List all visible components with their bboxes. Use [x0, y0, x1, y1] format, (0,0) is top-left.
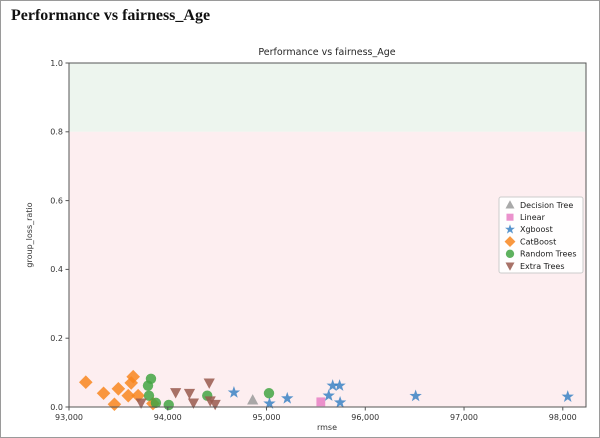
data-point-xgboost [326, 379, 339, 391]
data-point-catboost [107, 397, 122, 412]
data-point-xgboost [409, 389, 422, 402]
legend-marker-star-icon [505, 224, 515, 234]
x-tick-label: 94,000 [154, 413, 182, 422]
data-point-random-trees [163, 399, 174, 411]
data-point-linear [316, 397, 326, 407]
legend-marker-diamond-icon [504, 236, 516, 248]
legend-marker-triangle-up-icon [505, 200, 515, 209]
legend-marker-triangle-down-icon [505, 262, 515, 271]
x-tick-label: 93,000 [55, 413, 83, 422]
data-point-random-trees [145, 373, 157, 384]
x-tick-label: 95,000 [253, 413, 281, 422]
data-point-decision-tree [247, 394, 259, 405]
x-axis-ticks: 93,000 94,000 95,000 96,000 97,000 98,000 [55, 407, 577, 422]
data-point-xgboost [263, 397, 276, 409]
legend-box [498, 196, 584, 274]
y-tick-label: 0.8 [50, 128, 63, 137]
data-point-catboost [78, 375, 93, 390]
data-point-xgboost [333, 379, 346, 391]
data-point-catboost [96, 386, 111, 401]
y-tick-label: 0.6 [50, 196, 63, 205]
data-point-random-trees [150, 397, 162, 409]
data-point-extra-trees [135, 398, 147, 409]
x-tick-label: 96,000 [351, 413, 379, 422]
plot-zones [69, 63, 586, 408]
legend-item-label: Decision Tree [520, 201, 573, 210]
data-point-xgboost [561, 390, 574, 402]
plot-frame [68, 62, 587, 408]
y-axis-label: group_loss_ratio [25, 202, 34, 267]
y-tick-label: 1.0 [50, 59, 63, 68]
data-point-catboost [121, 388, 136, 403]
data-point-extra-trees [204, 396, 216, 407]
data-point-xgboost [322, 389, 335, 401]
legend: Decision Tree Linear Xgboost CatBoost Random… [498, 196, 584, 274]
legend-marker-circle-icon [505, 249, 515, 258]
x-tick-label: 97,000 [450, 413, 478, 422]
x-axis-label: rmse [317, 423, 337, 432]
y-tick-label: 0.4 [50, 265, 63, 274]
chart-title: Performance vs fairness_Age [258, 47, 395, 58]
legend-item-label: Xgboost [520, 225, 553, 234]
data-point-extra-trees [170, 388, 182, 399]
upper-zone [69, 63, 586, 132]
data-point-xgboost [281, 391, 294, 404]
legend-item-label: Linear [520, 213, 546, 222]
data-point-random-trees [143, 390, 155, 401]
data-point-catboost [111, 381, 126, 396]
legend-item-label: Extra Trees [520, 262, 565, 271]
data-point-extra-trees [183, 388, 196, 400]
data-point-catboost [126, 369, 140, 384]
data-point-extra-trees [187, 398, 200, 409]
data-point-xgboost [227, 386, 241, 398]
data-point-extra-trees [209, 399, 221, 411]
legend-item-label: Random Trees [520, 250, 577, 259]
x-tick-label: 98,000 [549, 413, 577, 422]
legend-item-label: CatBoost [520, 237, 556, 246]
data-point-extra-trees [203, 378, 215, 389]
y-tick-label: 0.0 [50, 403, 63, 412]
data-point-random-trees [263, 388, 275, 399]
data-point-xgboost [333, 396, 347, 408]
y-axis-ticks: 0.0 0.2 0.4 0.6 0.8 1.0 [50, 59, 69, 412]
legend-marker-square-icon [506, 213, 514, 221]
y-tick-label: 0.2 [50, 334, 63, 343]
page-title: Performance vs fairness_Age [11, 7, 211, 24]
